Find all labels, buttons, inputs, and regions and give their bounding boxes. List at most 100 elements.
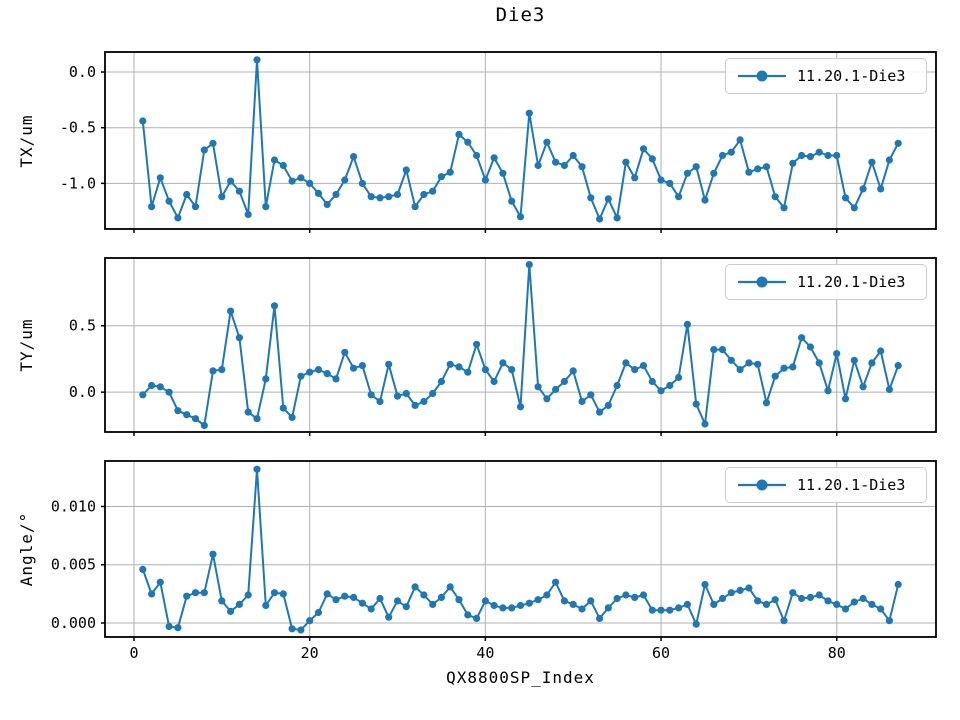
data-point bbox=[596, 614, 604, 623]
data-point bbox=[604, 195, 612, 203]
data-point bbox=[622, 359, 630, 367]
data-point bbox=[270, 156, 279, 164]
data-point bbox=[508, 366, 516, 374]
data-point bbox=[385, 613, 393, 621]
data-point bbox=[235, 334, 243, 342]
data-point bbox=[894, 139, 902, 147]
data-point bbox=[481, 597, 489, 605]
data-point bbox=[798, 334, 806, 342]
data-point bbox=[885, 617, 894, 625]
data-point bbox=[402, 166, 410, 174]
data-point bbox=[244, 591, 252, 599]
data-point bbox=[148, 381, 156, 390]
data-point bbox=[148, 590, 156, 598]
data-point bbox=[183, 411, 191, 419]
data-point bbox=[262, 203, 270, 211]
data-point bbox=[534, 596, 542, 604]
data-point bbox=[165, 388, 173, 396]
data-point bbox=[464, 138, 472, 146]
data-point bbox=[868, 359, 876, 367]
data-point bbox=[622, 591, 630, 599]
data-point bbox=[429, 389, 437, 398]
data-point bbox=[727, 356, 735, 364]
data-point bbox=[227, 607, 235, 616]
data-point bbox=[596, 215, 604, 223]
data-point bbox=[736, 136, 744, 144]
data-point bbox=[218, 597, 226, 605]
data-point bbox=[639, 362, 648, 370]
data-point bbox=[367, 193, 375, 201]
data-point bbox=[209, 550, 217, 558]
data-point bbox=[174, 624, 182, 632]
data-point bbox=[288, 413, 296, 421]
data-point bbox=[420, 397, 428, 406]
data-point bbox=[543, 138, 551, 146]
data-point bbox=[762, 163, 771, 171]
legend-label: 11.20.1-Die3 bbox=[797, 476, 906, 494]
data-point bbox=[604, 401, 612, 409]
subplot-0: 0.0 -0.5 -1.0 bbox=[60, 51, 937, 233]
data-point bbox=[824, 151, 832, 160]
data-point bbox=[824, 387, 832, 395]
data-point bbox=[771, 596, 779, 604]
data-point bbox=[666, 606, 674, 614]
data-point bbox=[165, 622, 173, 631]
subplot-1: 0.5 0.0 bbox=[69, 257, 937, 436]
data-point bbox=[675, 193, 683, 201]
data-point bbox=[727, 148, 735, 156]
data-point bbox=[420, 190, 428, 199]
data-point bbox=[446, 583, 454, 591]
data-point bbox=[270, 589, 279, 597]
data-point bbox=[815, 591, 823, 599]
data-point bbox=[437, 593, 445, 602]
data-point bbox=[191, 203, 200, 211]
data-point bbox=[464, 368, 472, 376]
data-point bbox=[780, 204, 788, 212]
data-point bbox=[350, 364, 358, 372]
data-point bbox=[798, 151, 806, 160]
data-point bbox=[464, 611, 472, 619]
data-point bbox=[850, 356, 858, 364]
axes-spines bbox=[104, 460, 937, 638]
data-point bbox=[297, 174, 305, 182]
data-point bbox=[385, 193, 393, 201]
x-tick-label: 60 bbox=[652, 644, 670, 662]
x-tick-label: 80 bbox=[828, 644, 846, 662]
data-point bbox=[877, 605, 885, 613]
data-point bbox=[604, 604, 612, 612]
data-point bbox=[279, 404, 287, 412]
data-point bbox=[227, 307, 235, 315]
data-point bbox=[402, 603, 410, 611]
data-point bbox=[552, 578, 560, 586]
legend-label: 11.20.1-Die3 bbox=[797, 67, 906, 85]
y-tick-label: 0.5 bbox=[69, 317, 96, 335]
y-tick-label: 0.005 bbox=[51, 556, 96, 574]
data-point bbox=[701, 420, 709, 428]
data-point bbox=[183, 190, 191, 199]
data-point bbox=[613, 594, 621, 603]
data-point bbox=[894, 580, 902, 589]
data-point bbox=[639, 145, 648, 153]
data-point bbox=[631, 366, 639, 374]
data-point bbox=[270, 302, 279, 310]
data-point bbox=[455, 596, 463, 604]
data-point bbox=[525, 261, 533, 269]
data-point bbox=[850, 204, 858, 212]
legend-line-marker-icon bbox=[738, 70, 786, 82]
data-point bbox=[323, 590, 331, 598]
legend-subplot-tx: 11.20.1-Die3 bbox=[725, 58, 927, 94]
data-point bbox=[393, 392, 402, 400]
data-point bbox=[859, 594, 867, 603]
data-point bbox=[578, 605, 586, 613]
data-point bbox=[376, 194, 384, 202]
data-point bbox=[473, 614, 481, 623]
data-point bbox=[473, 340, 481, 348]
data-point bbox=[499, 604, 507, 612]
data-point bbox=[631, 174, 639, 182]
data-point bbox=[191, 589, 200, 597]
data-point bbox=[437, 377, 445, 386]
data-point bbox=[543, 591, 551, 599]
data-point bbox=[473, 151, 481, 160]
data-point bbox=[718, 151, 727, 160]
data-point bbox=[358, 599, 366, 607]
